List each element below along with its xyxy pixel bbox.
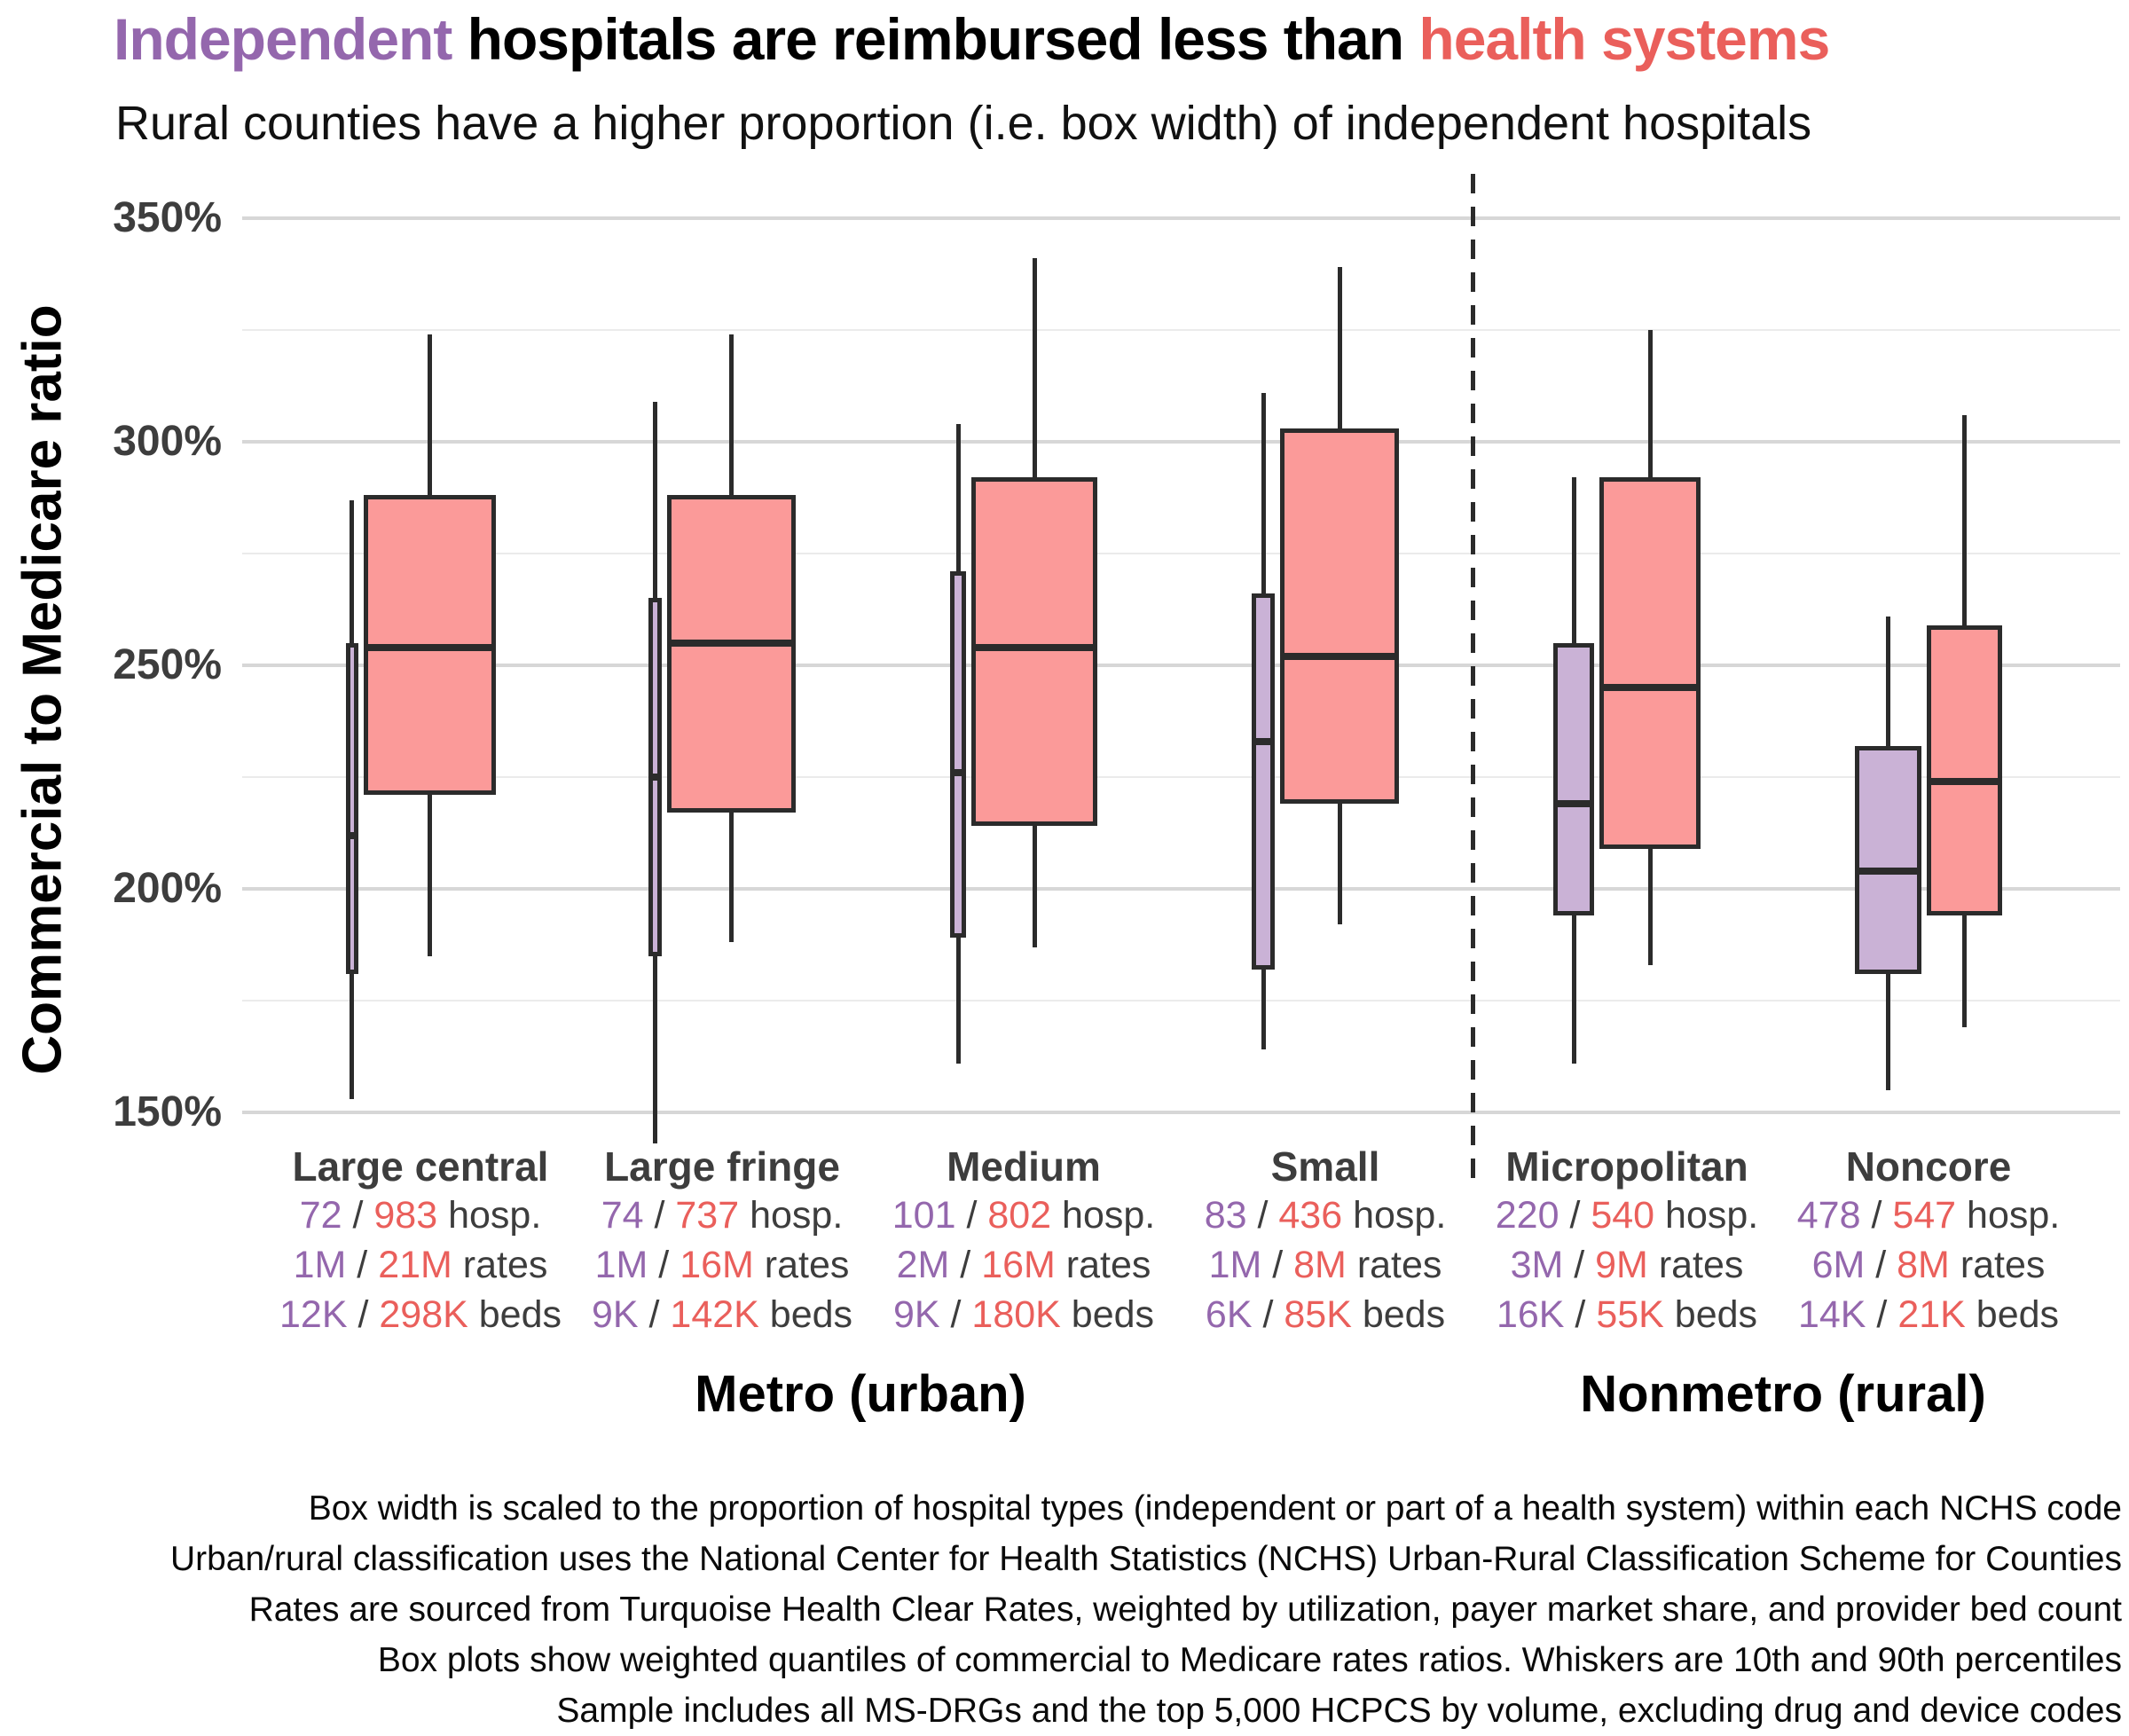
median-system-micropolitan (1599, 684, 1701, 692)
footnote-line: Urban/rural classification uses the Nati… (169, 1540, 2122, 1578)
category-block-noncore: Noncore 478 / 547 hosp. 6M / 8M rates 14K /… (1751, 1143, 2106, 1339)
stat-line: 83 / 436 hosp. (1204, 1194, 1447, 1237)
category-block-small: Small 83 / 436 hosp. 1M / 8M rates 6K / 85K… (1148, 1143, 1503, 1339)
median-system-noncore (1927, 778, 2002, 786)
gridline-major-350 (242, 216, 2120, 220)
box-independent-medium (950, 571, 966, 939)
box-independent-noncore (1855, 745, 1921, 974)
gridline-major-300 (242, 440, 2120, 444)
box-system-noncore (1927, 624, 2002, 916)
stat-line: 220 / 540 hosp. (1495, 1194, 1759, 1237)
median-system-medium (971, 643, 1097, 651)
stat-line: 478 / 547 hosp. (1796, 1194, 2061, 1237)
stat-line: 6K / 85K beds (1205, 1293, 1446, 1336)
stat-line: 9K / 142K beds (591, 1293, 853, 1336)
gridline-minor-275 (242, 553, 2120, 554)
category-label: Medium (947, 1143, 1101, 1190)
stat-line: 16K / 55K beds (1496, 1293, 1758, 1336)
box-system-micropolitan (1599, 477, 1701, 849)
box-system-medium (971, 477, 1097, 827)
box-independent-large-central (345, 642, 358, 974)
median-independent-micropolitan (1553, 800, 1594, 808)
title-middle: hospitals are reimbursed less than (452, 6, 1419, 72)
box-system-large-fringe (667, 495, 796, 813)
median-independent-large-central (345, 831, 358, 839)
category-block-large-central: Large central 72 / 983 hosp. 1M / 21M rate… (243, 1143, 598, 1339)
footnote-line: Box width is scaled to the proportion of… (308, 1489, 2122, 1528)
stat-line: 2M / 16M rates (896, 1244, 1151, 1286)
group-label-nonmetro: Nonmetro (rural) (1580, 1365, 1986, 1423)
stat-line: 3M / 9M rates (1510, 1244, 1744, 1286)
gridline-minor-225 (242, 776, 2120, 778)
gridline-major-200 (242, 887, 2120, 891)
category-block-medium: Medium 101 / 802 hosp. 2M / 16M rates 9K / … (846, 1143, 1201, 1339)
box-independent-micropolitan (1553, 642, 1594, 916)
y-tick-350: 350% (113, 194, 222, 241)
category-label: Large fringe (604, 1143, 840, 1190)
footnote-line: Sample includes all MS-DRGs and the top … (556, 1692, 2122, 1730)
stat-line: 14K / 21K beds (1797, 1293, 2060, 1336)
gridline-major-150 (242, 1111, 2120, 1114)
group-label-metro: Metro (urban) (695, 1365, 1026, 1423)
stat-line: 101 / 802 hosp. (892, 1194, 1156, 1237)
stat-line: 6M / 8M rates (1811, 1244, 2046, 1286)
footnotes: Box width is scaled to the proportion of… (0, 1483, 2122, 1736)
stat-line: 1M / 8M rates (1208, 1244, 1442, 1286)
y-tick-200: 200% (113, 865, 222, 912)
y-tick-250: 250% (113, 641, 222, 688)
category-label: Noncore (1845, 1143, 2012, 1190)
title-word-independent: Independent (114, 6, 452, 72)
page-subtitle: Rural counties have a higher proportion … (115, 97, 1812, 150)
stat-line: 9K / 180K beds (892, 1293, 1155, 1336)
metro-nonmetro-divider (1471, 174, 1475, 1180)
footnote-line: Box plots show weighted quantiles of com… (377, 1641, 2122, 1679)
page-title: Independent hospitals are reimbursed les… (114, 5, 1830, 73)
stat-line: 72 / 983 hosp. (299, 1194, 542, 1237)
category-label: Large central (292, 1143, 549, 1190)
box-independent-small (1252, 593, 1275, 970)
stat-line: 74 / 737 hosp. (601, 1194, 844, 1237)
stat-line: 12K / 298K beds (279, 1293, 562, 1336)
median-system-large-fringe (667, 639, 796, 647)
gridline-minor-175 (242, 1000, 2120, 1002)
median-independent-medium (950, 768, 966, 776)
gridline-major-250 (242, 664, 2120, 667)
category-label: Micropolitan (1505, 1143, 1748, 1190)
median-system-large-central (363, 643, 496, 651)
footnote-line: Rates are sourced from Turquoise Health … (248, 1591, 2122, 1629)
category-block-micropolitan: Micropolitan 220 / 540 hosp. 3M / 9M rates… (1449, 1143, 1804, 1339)
category-label: Small (1270, 1143, 1380, 1190)
box-system-small (1280, 428, 1399, 805)
category-block-large-fringe: Large fringe 74 / 737 hosp. 1M / 16M rates… (545, 1143, 900, 1339)
y-tick-150: 150% (113, 1088, 222, 1135)
title-word-health-systems: health systems (1418, 6, 1830, 72)
median-independent-small (1252, 737, 1275, 745)
median-system-small (1280, 652, 1399, 660)
gridline-minor-325 (242, 329, 2120, 331)
y-tick-300: 300% (113, 418, 222, 465)
median-independent-noncore (1855, 867, 1921, 875)
stat-line: 1M / 16M rates (594, 1244, 850, 1286)
stat-line: 1M / 21M rates (293, 1244, 548, 1286)
median-independent-large-fringe (648, 774, 662, 781)
